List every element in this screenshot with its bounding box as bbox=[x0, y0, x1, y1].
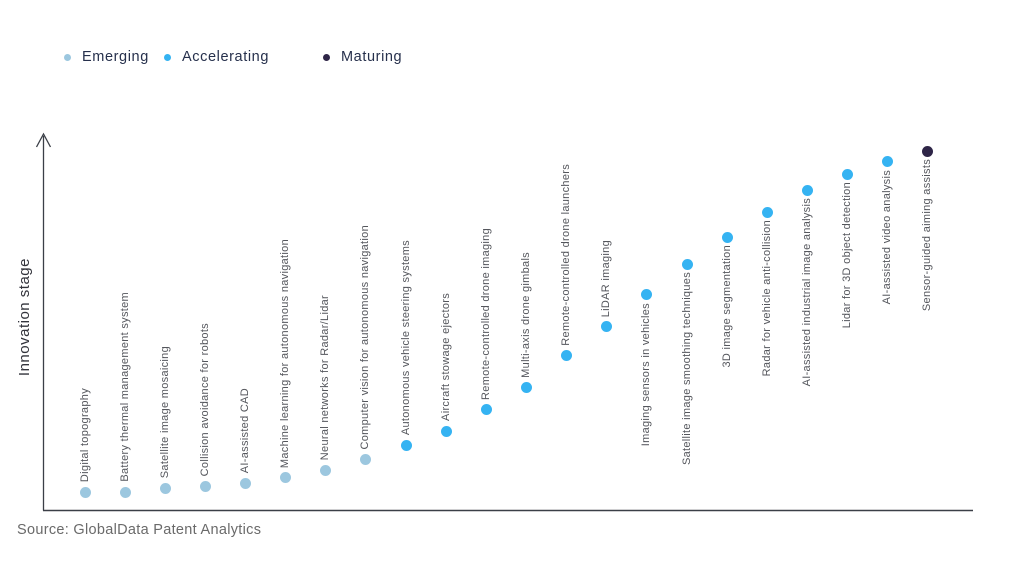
point-label: Digital topography bbox=[78, 387, 91, 483]
legend-label-accelerating: Accelerating bbox=[182, 49, 269, 65]
legend-item-emerging: Emerging bbox=[64, 48, 149, 66]
point-label: Satellite image mosaicing bbox=[158, 346, 171, 479]
legend-item-accelerating: Accelerating bbox=[164, 48, 269, 66]
data-point bbox=[480, 403, 492, 415]
point-label: Satellite image smoothing techniques bbox=[680, 272, 693, 466]
data-point bbox=[119, 486, 131, 498]
data-point bbox=[400, 439, 412, 451]
y-axis-arrow-icon bbox=[35, 132, 52, 148]
point-label: Lidar for 3D object detection bbox=[841, 182, 854, 329]
data-point bbox=[721, 231, 733, 243]
data-point bbox=[199, 481, 211, 493]
data-point bbox=[882, 156, 894, 168]
point-label: Radar for vehicle anti-collision bbox=[760, 220, 773, 377]
data-point bbox=[521, 382, 533, 394]
point-label: Computer vision for autonomous navigatio… bbox=[359, 225, 372, 450]
y-axis-label: Innovation stage bbox=[16, 258, 33, 377]
data-point bbox=[802, 184, 814, 196]
point-label: Machine learning for autonomous navigati… bbox=[279, 238, 292, 468]
point-label: AI-assisted CAD bbox=[239, 387, 252, 474]
point-label: 3D image segmentation bbox=[720, 245, 733, 368]
legend-swatch-accelerating-icon bbox=[164, 53, 171, 61]
point-label: Sensor-guided aiming assists bbox=[921, 159, 934, 312]
source-note: Source: GlobalData Patent Analytics bbox=[17, 522, 262, 538]
data-point bbox=[240, 477, 252, 489]
data-point bbox=[561, 350, 573, 362]
data-point bbox=[159, 482, 171, 494]
point-label: Collision avoidance for robots bbox=[198, 323, 211, 477]
point-label: LiDAR imaging bbox=[600, 239, 613, 317]
point-label: Autonomous vehicle steering systems bbox=[399, 240, 412, 436]
data-point bbox=[601, 321, 613, 333]
legend-swatch-maturing-icon bbox=[323, 53, 330, 61]
legend-item-maturing: Maturing bbox=[323, 48, 402, 66]
point-label: AI-assisted video analysis bbox=[881, 169, 894, 305]
data-point bbox=[360, 454, 372, 466]
data-point bbox=[641, 289, 653, 301]
point-label: Remote-controlled drone imaging bbox=[479, 227, 492, 400]
point-label: Battery thermal management system bbox=[118, 292, 131, 483]
legend-swatch-emerging-icon bbox=[64, 53, 71, 61]
point-label: AI-assisted industrial image analysis bbox=[801, 198, 814, 387]
data-point bbox=[681, 258, 693, 270]
data-point bbox=[280, 472, 292, 484]
data-point bbox=[79, 486, 91, 498]
data-point bbox=[842, 168, 854, 180]
legend-label-maturing: Maturing bbox=[341, 49, 403, 65]
point-label: Multi-axis drone gimbals bbox=[520, 252, 533, 378]
point-label: Remote-controlled drone launchers bbox=[560, 163, 573, 346]
data-point bbox=[440, 425, 452, 437]
point-label: Neural networks for Radar/Lidar bbox=[319, 295, 332, 461]
point-label: Aircraft stowage ejectors bbox=[439, 293, 452, 422]
data-point bbox=[320, 465, 332, 476]
data-point bbox=[922, 145, 934, 157]
data-point bbox=[761, 206, 773, 218]
legend-label-emerging: Emerging bbox=[82, 49, 149, 65]
point-label: Imaging sensors in vehicles bbox=[640, 302, 653, 446]
